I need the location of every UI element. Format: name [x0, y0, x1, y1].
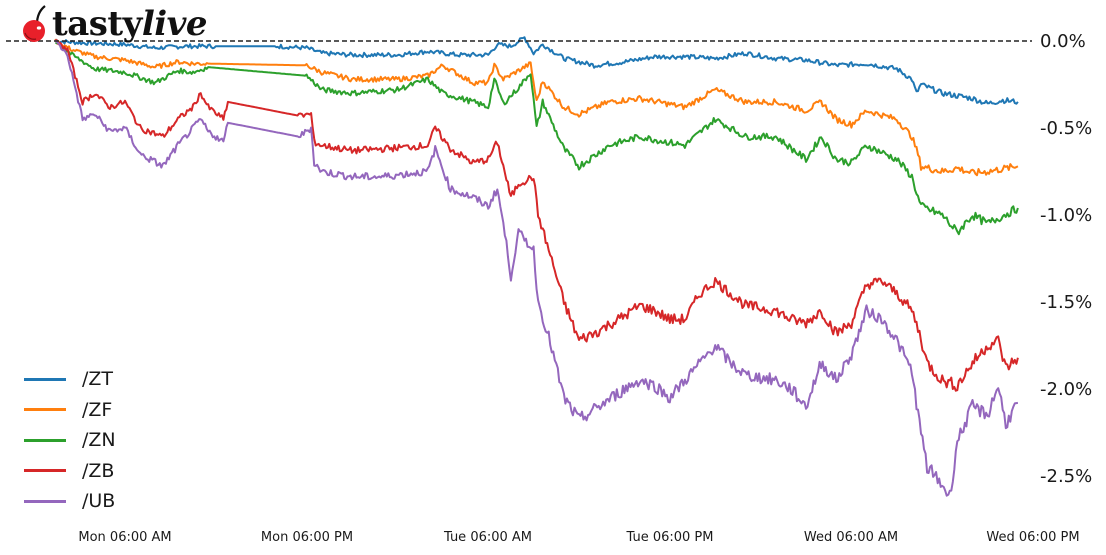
legend-swatch [24, 469, 66, 473]
legend-label: /ZN [82, 429, 116, 452]
legend-item-zf: /ZF [24, 395, 116, 426]
y-tick-label: 0.0% [1040, 31, 1086, 52]
legend-item-ub: /UB [24, 486, 116, 517]
x-tick-label: Mon 06:00 PM [260, 530, 354, 545]
legend-item-zt: /ZT [24, 364, 116, 395]
y-tick-label: -0.5% [1040, 118, 1093, 139]
series-line-zf [54, 38, 1019, 177]
series-line-zb [55, 38, 1019, 392]
legend-label: /ZF [82, 398, 113, 421]
x-tick-label: Mon 06:00 AM [78, 530, 172, 545]
logo-text-tasty: tasty [52, 4, 142, 44]
y-tick-label: -2.0% [1040, 379, 1093, 400]
y-tick-label: -2.5% [1040, 466, 1093, 487]
series-line-ub [54, 39, 1019, 497]
logo-wordmark: tastylive [52, 4, 208, 44]
legend-label: /ZB [82, 459, 115, 482]
legend-swatch [24, 438, 66, 442]
legend-swatch [24, 377, 66, 381]
x-tick-label: Wed 06:00 PM [986, 530, 1080, 545]
x-tick-label: Wed 06:00 AM [803, 530, 899, 545]
legend-swatch [24, 408, 66, 412]
series-lines [54, 36, 1019, 497]
legend-swatch [24, 499, 66, 503]
y-tick-label: -1.5% [1040, 292, 1093, 313]
legend-label: /UB [82, 490, 116, 513]
x-tick-label: Tue 06:00 PM [626, 530, 714, 545]
x-tick-label: Tue 06:00 AM [443, 530, 533, 545]
legend-item-zb: /ZB [24, 456, 116, 487]
legend-item-zn: /ZN [24, 425, 116, 456]
chart-legend: /ZT /ZF /ZN /ZB /UB [24, 364, 116, 517]
series-line-zn [55, 41, 1019, 236]
y-tick-label: -1.0% [1040, 205, 1093, 226]
tastylive-logo: tastylive [18, 2, 208, 46]
legend-label: /ZT [82, 368, 114, 391]
series-line-zt [55, 36, 1019, 105]
cherry-icon [23, 5, 46, 42]
logo-text-live: live [141, 4, 208, 44]
